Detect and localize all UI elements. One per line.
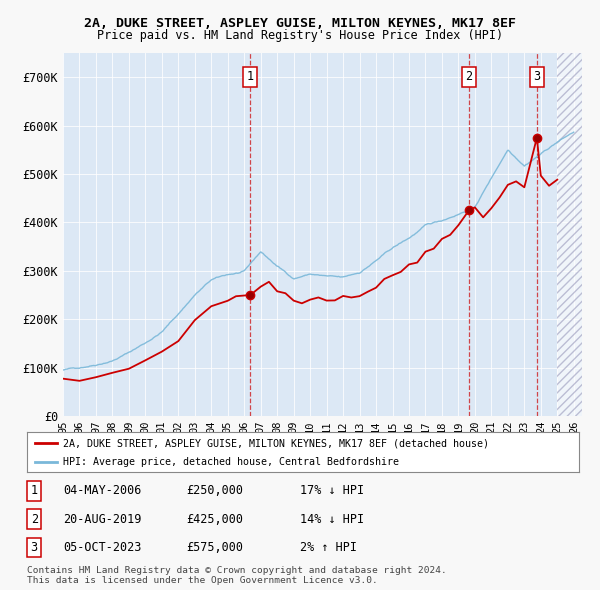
Text: 20-AUG-2019: 20-AUG-2019 xyxy=(63,513,142,526)
Text: 14% ↓ HPI: 14% ↓ HPI xyxy=(300,513,364,526)
Text: £250,000: £250,000 xyxy=(186,484,243,497)
Text: 3: 3 xyxy=(533,70,541,83)
Text: 1: 1 xyxy=(31,484,38,497)
Text: 2: 2 xyxy=(31,513,38,526)
Text: 2% ↑ HPI: 2% ↑ HPI xyxy=(300,541,357,554)
Text: Contains HM Land Registry data © Crown copyright and database right 2024.: Contains HM Land Registry data © Crown c… xyxy=(27,566,447,575)
Text: £575,000: £575,000 xyxy=(186,541,243,554)
Text: 04-MAY-2006: 04-MAY-2006 xyxy=(63,484,142,497)
Bar xyxy=(557,53,582,416)
Text: This data is licensed under the Open Government Licence v3.0.: This data is licensed under the Open Gov… xyxy=(27,576,378,585)
Text: HPI: Average price, detached house, Central Bedfordshire: HPI: Average price, detached house, Cent… xyxy=(63,457,399,467)
Text: 17% ↓ HPI: 17% ↓ HPI xyxy=(300,484,364,497)
Text: Price paid vs. HM Land Registry's House Price Index (HPI): Price paid vs. HM Land Registry's House … xyxy=(97,30,503,42)
Text: 05-OCT-2023: 05-OCT-2023 xyxy=(63,541,142,554)
Text: £425,000: £425,000 xyxy=(186,513,243,526)
Text: 3: 3 xyxy=(31,541,38,554)
Text: 2: 2 xyxy=(466,70,473,83)
Text: 1: 1 xyxy=(247,70,254,83)
Text: 2A, DUKE STREET, ASPLEY GUISE, MILTON KEYNES, MK17 8EF: 2A, DUKE STREET, ASPLEY GUISE, MILTON KE… xyxy=(84,17,516,30)
Text: 2A, DUKE STREET, ASPLEY GUISE, MILTON KEYNES, MK17 8EF (detached house): 2A, DUKE STREET, ASPLEY GUISE, MILTON KE… xyxy=(63,438,489,448)
